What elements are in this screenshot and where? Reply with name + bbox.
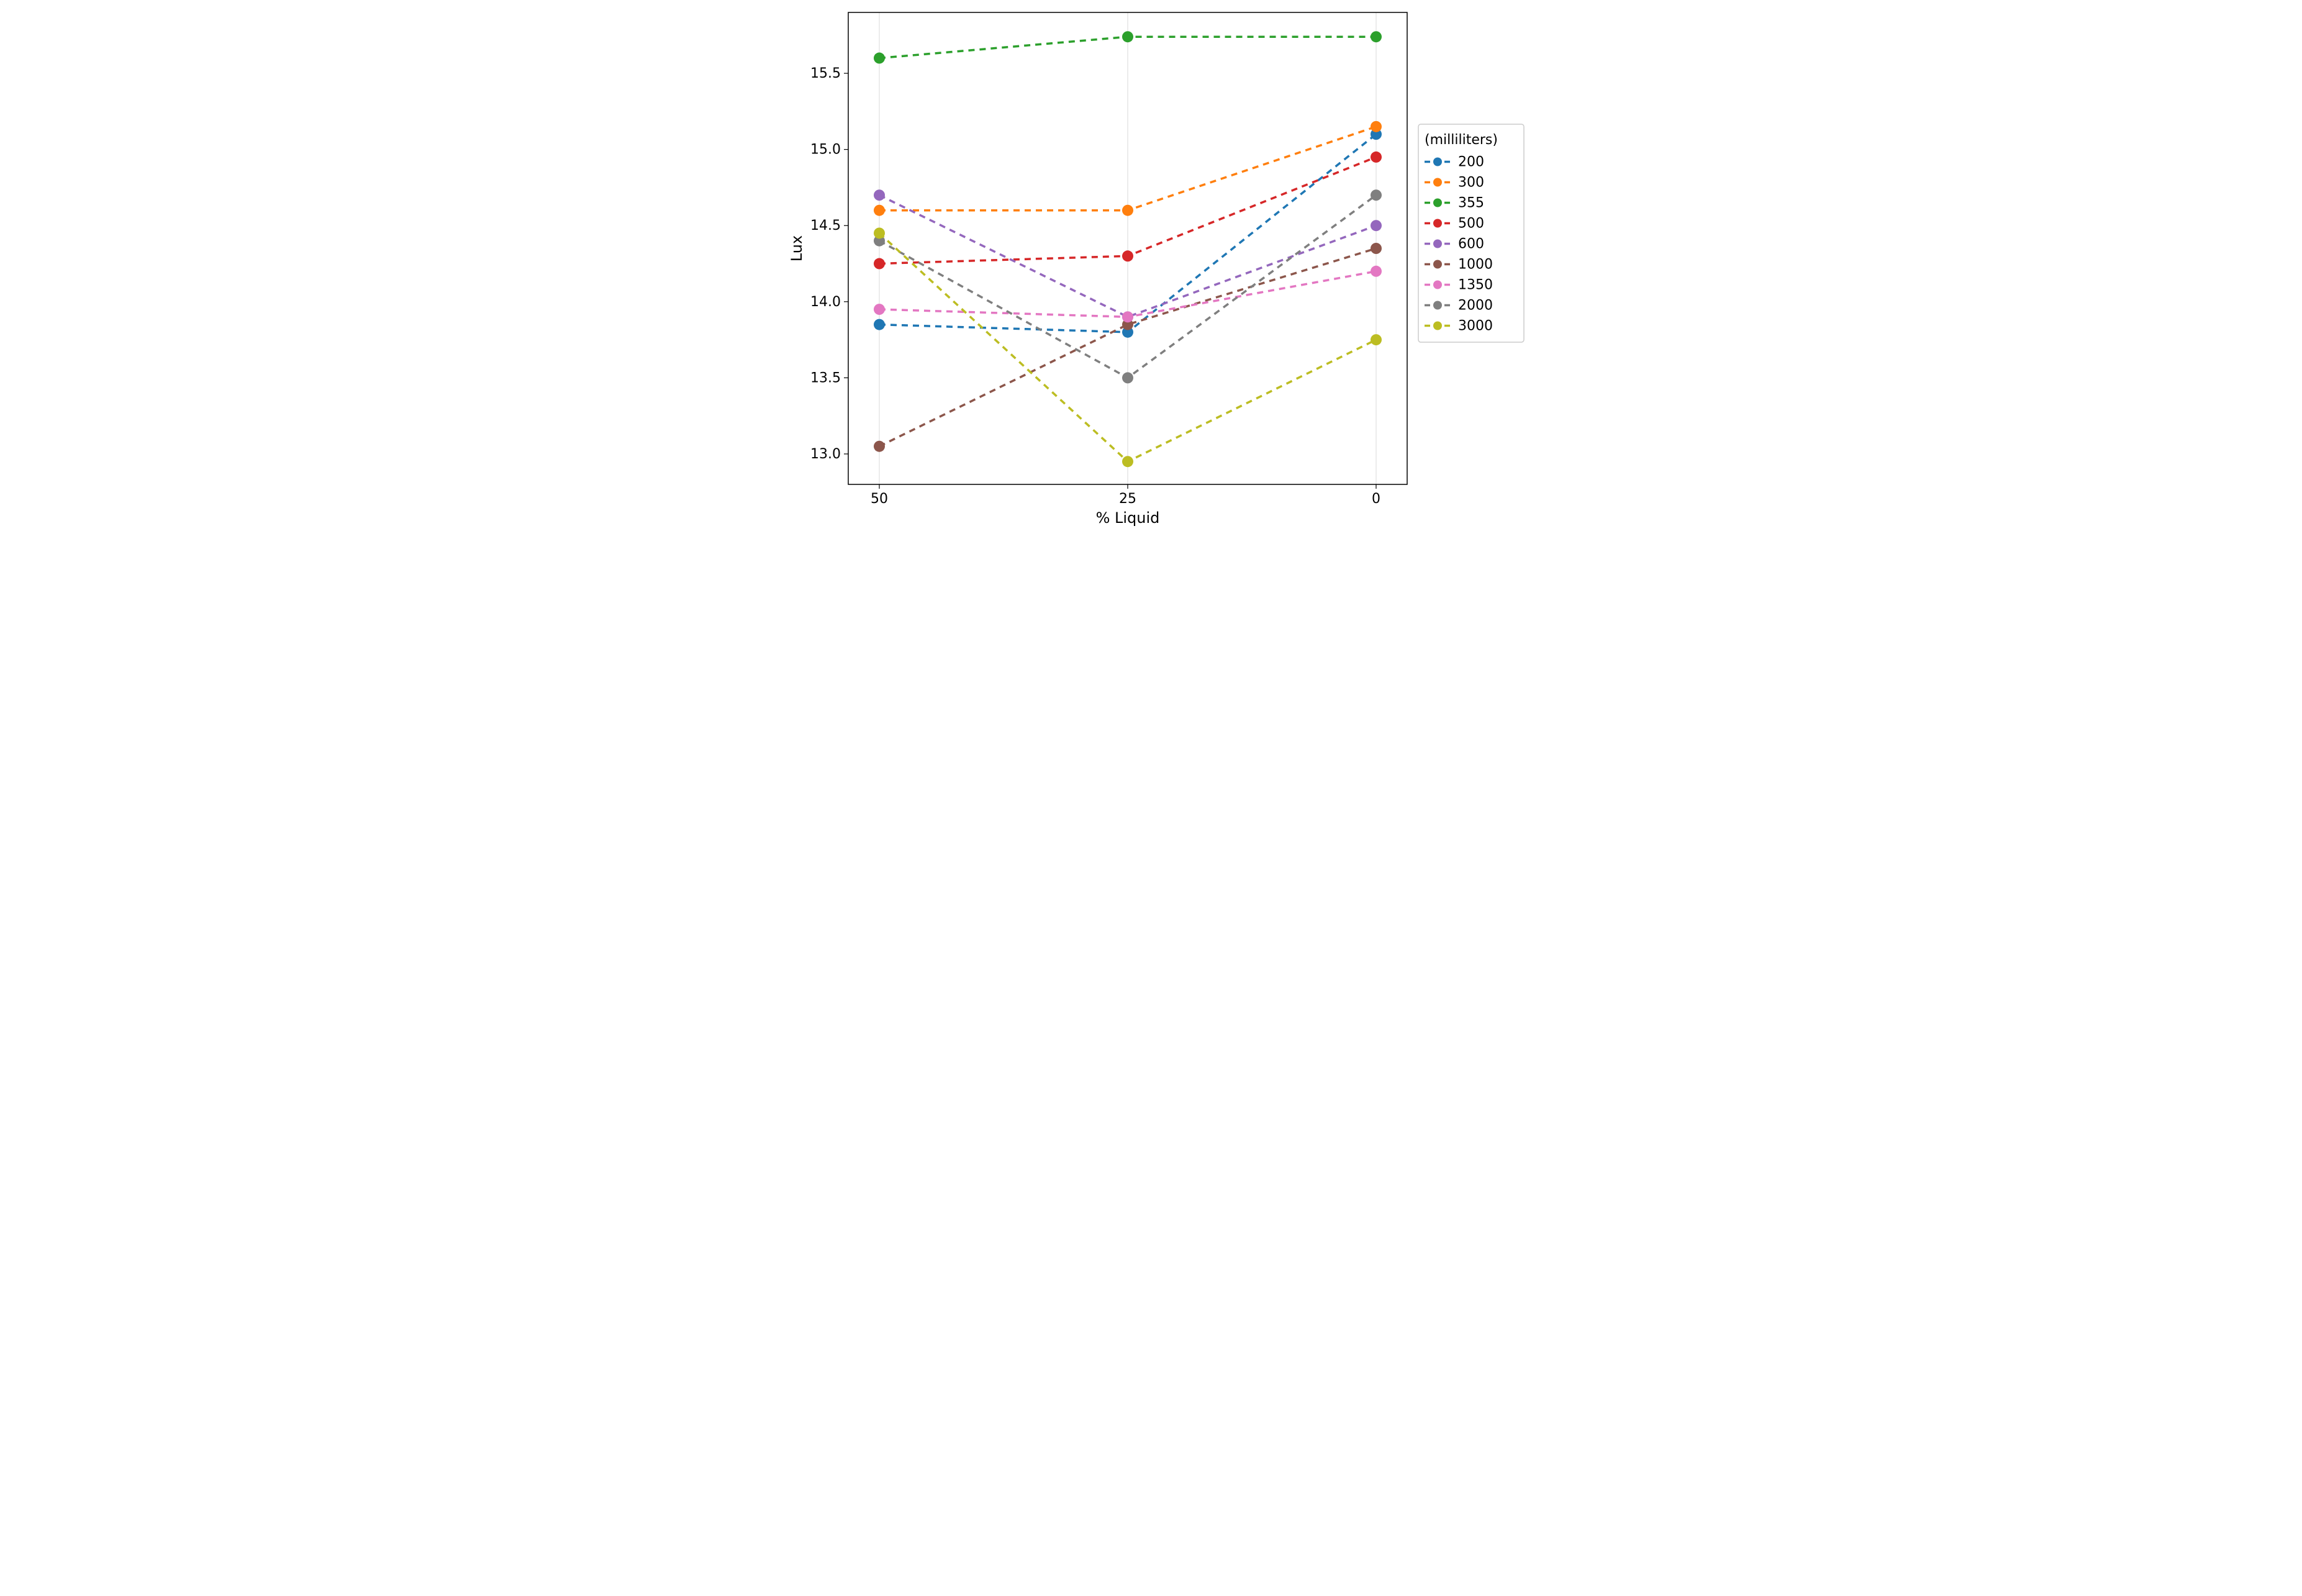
legend-label: 300 — [1458, 175, 1484, 191]
legend-label: 3000 — [1458, 319, 1493, 334]
series-marker-355 — [1122, 31, 1133, 42]
legend-label: 355 — [1458, 196, 1484, 211]
series-marker-3000 — [1122, 456, 1133, 467]
chart-container: 50 25 0 % Liquid 13.0 13.5 14.0 14.5 15.0 15.5 Lux… — [768, 0, 1535, 532]
series-marker-500 — [1371, 152, 1382, 163]
series-marker-600 — [1371, 220, 1382, 231]
series-marker-2000 — [1371, 189, 1382, 201]
legend-marker-icon — [1433, 219, 1442, 228]
y-tick-label: 13.0 — [810, 447, 841, 462]
series-marker-3000 — [874, 227, 885, 238]
y-tick-label: 14.5 — [810, 218, 841, 234]
y-tick-label: 15.5 — [810, 66, 841, 81]
legend-label: 200 — [1458, 155, 1484, 170]
legend-marker-icon — [1433, 301, 1442, 310]
legend-label: 2000 — [1458, 298, 1493, 314]
legend-marker-icon — [1433, 281, 1442, 289]
series-marker-1000 — [874, 441, 885, 452]
legend-marker-icon — [1433, 199, 1442, 207]
y-tick-label: 15.0 — [810, 142, 841, 158]
series-marker-1350 — [1371, 266, 1382, 277]
series-marker-200 — [874, 319, 885, 330]
legend-marker-icon — [1433, 178, 1442, 187]
series-marker-500 — [874, 258, 885, 270]
series-marker-355 — [874, 53, 885, 64]
series-marker-300 — [1122, 205, 1133, 216]
series-marker-1000 — [1371, 243, 1382, 254]
y-tick-label: 13.5 — [810, 370, 841, 386]
legend-label: 1350 — [1458, 278, 1493, 293]
series-marker-1350 — [874, 304, 885, 315]
series-marker-300 — [874, 205, 885, 216]
legend-label: 600 — [1458, 237, 1484, 252]
legend-marker-icon — [1433, 158, 1442, 166]
series-marker-1350 — [1122, 311, 1133, 322]
y-axis-label: Lux — [788, 235, 805, 261]
x-tick-label: 50 — [871, 491, 888, 507]
series-marker-600 — [874, 189, 885, 201]
x-tick-label: 0 — [1372, 491, 1380, 507]
y-tick-label: 14.0 — [810, 294, 841, 310]
legend-marker-icon — [1433, 240, 1442, 248]
series-marker-500 — [1122, 250, 1133, 261]
legend-label: 1000 — [1458, 257, 1493, 273]
legend-label: 500 — [1458, 216, 1484, 232]
lux-vs-liquid-chart: 50 25 0 % Liquid 13.0 13.5 14.0 14.5 15.0 15.5 Lux… — [768, 0, 1535, 532]
series-marker-355 — [1371, 31, 1382, 42]
series-marker-2000 — [1122, 372, 1133, 383]
series-marker-300 — [1371, 121, 1382, 132]
x-tick-label: 25 — [1119, 491, 1136, 507]
legend-marker-icon — [1433, 322, 1442, 330]
series-marker-3000 — [1371, 334, 1382, 345]
legend-marker-icon — [1433, 260, 1442, 269]
x-axis-label: % Liquid — [1095, 509, 1159, 527]
legend-title: (milliliters) — [1425, 132, 1498, 148]
